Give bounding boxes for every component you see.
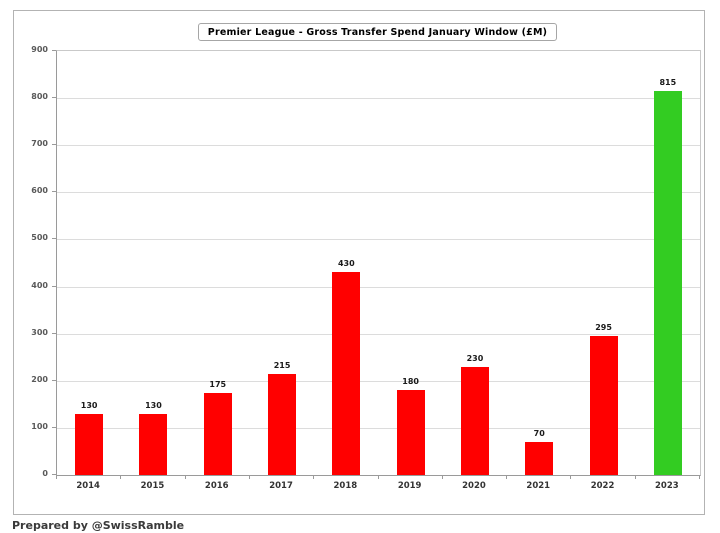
chart-title: Premier League - Gross Transfer Spend Ja…: [197, 23, 558, 41]
x-tick-mark: [441, 475, 443, 479]
x-tick-mark: [506, 475, 508, 479]
y-tick-label: 800: [31, 92, 48, 102]
x-tick-label: 2019: [397, 481, 422, 491]
x-tick-label: 2018: [333, 481, 358, 491]
y-tick-mark: [52, 332, 56, 334]
bar-2014: [75, 413, 104, 475]
gridline: [57, 98, 700, 100]
x-tick-mark: [634, 475, 636, 479]
y-tick-mark: [52, 379, 56, 381]
y-tick-label: 200: [31, 374, 48, 384]
bar-value-label: 230: [466, 353, 484, 363]
y-tick-mark: [52, 238, 56, 240]
bar-2017: [268, 373, 297, 475]
x-tick-label: 2015: [140, 481, 165, 491]
x-tick-mark: [313, 475, 315, 479]
y-tick-label: 400: [31, 280, 48, 290]
y-tick-label: 700: [31, 139, 48, 149]
bar-value-label: 70: [533, 429, 545, 439]
gridline: [57, 427, 700, 429]
x-tick-label: 2014: [76, 481, 100, 491]
bar-2021: [525, 442, 554, 475]
bar-value-label: 295: [595, 323, 612, 333]
gridline: [57, 286, 700, 288]
bar-value-label: 215: [273, 360, 291, 370]
x-tick-label: 2020: [462, 481, 486, 491]
credit-text: Prepared by @SwissRamble: [12, 519, 185, 532]
x-tick-mark: [184, 475, 186, 479]
x-tick-label: 2022: [590, 481, 615, 491]
bar-2019: [396, 390, 425, 475]
gridline: [57, 333, 700, 335]
x-tick-mark: [120, 475, 122, 479]
y-tick-label: 100: [31, 421, 48, 431]
bar-2018: [332, 272, 361, 475]
x-tick-mark: [377, 475, 379, 479]
y-tick-mark: [52, 50, 56, 51]
title-row: Premier League - Gross Transfer Spend Ja…: [56, 20, 699, 41]
y-tick-mark: [52, 474, 56, 475]
plot-area: 130 130 175 215 430 180 230 70 295 815: [56, 50, 701, 476]
bar-value-label: 130: [80, 400, 98, 410]
gridline: [57, 239, 700, 241]
bar-2023: [653, 91, 682, 475]
x-tick-mark: [699, 475, 700, 479]
x-tick-mark: [570, 475, 572, 479]
chart-frame: Premier League - Gross Transfer Spend Ja…: [13, 10, 705, 515]
bar-2016: [203, 392, 232, 475]
y-tick-label: 900: [31, 45, 48, 54]
bar-value-label: 180: [402, 377, 419, 387]
y-tick-mark: [52, 426, 56, 428]
bar-value-label: 175: [209, 379, 227, 389]
bar-value-label: 430: [337, 259, 355, 269]
x-tick-mark: [56, 475, 57, 479]
y-tick-label: 0: [42, 469, 48, 478]
y-tick-label: 600: [31, 186, 48, 196]
x-tick-label: 2016: [204, 481, 229, 491]
y-tick-label: 500: [31, 233, 48, 243]
bar-2020: [460, 366, 489, 475]
bar-2022: [589, 336, 618, 475]
gridline: [57, 145, 700, 147]
y-tick-label: 300: [31, 327, 48, 337]
gridline: [57, 380, 700, 382]
x-tick-label: 2017: [269, 481, 293, 491]
gridline: [57, 192, 700, 194]
y-tick-mark: [52, 191, 56, 193]
x-tick-label: 2023: [655, 481, 679, 491]
y-tick-mark: [52, 144, 56, 146]
bar-value-label: 130: [145, 400, 162, 410]
y-tick-mark: [52, 97, 56, 99]
x-tick-mark: [248, 475, 250, 479]
x-tick-label: 2021: [526, 481, 551, 491]
bar-2015: [139, 413, 168, 475]
bar-value-label: 815: [659, 78, 677, 88]
y-tick-mark: [52, 285, 56, 287]
